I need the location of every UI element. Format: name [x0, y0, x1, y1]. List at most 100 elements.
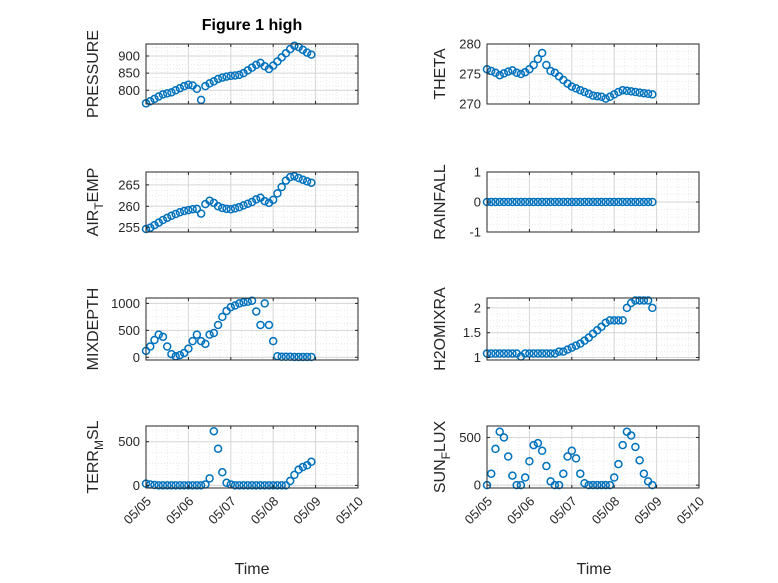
data-point — [588, 480, 598, 490]
data-point — [537, 197, 547, 207]
data-point — [648, 90, 657, 99]
data-point — [167, 481, 176, 490]
data-point — [643, 89, 653, 99]
data-point — [158, 90, 168, 99]
y-tick-label: 900 — [118, 49, 140, 64]
y-axis-label: PRESSURE — [85, 30, 102, 118]
data-point — [302, 177, 312, 186]
data-point — [230, 71, 240, 80]
data-point — [264, 481, 274, 490]
data-point — [525, 197, 534, 207]
y-tick-label: 1 — [474, 165, 481, 180]
data-point — [618, 440, 627, 450]
data-point — [486, 349, 496, 358]
subplot-4: -1 0 1 RAINFALL — [432, 164, 700, 240]
data-point — [294, 173, 303, 183]
data-point — [508, 471, 517, 480]
data-point — [537, 446, 547, 456]
y-tick-label: 500 — [118, 434, 140, 449]
data-point — [648, 480, 657, 490]
data-point — [533, 349, 543, 358]
data-point — [520, 349, 530, 358]
data-point — [205, 330, 214, 339]
data-point — [550, 349, 560, 358]
subplot-1: 800 850 900 PRESSURE — [85, 30, 359, 118]
data-point — [294, 465, 303, 474]
data-point — [508, 349, 517, 358]
data-point — [213, 320, 223, 330]
data-point — [626, 298, 636, 308]
data-point — [529, 197, 538, 207]
axes-box — [145, 297, 359, 361]
data-point — [559, 347, 568, 356]
data-point — [495, 70, 504, 80]
data-point — [597, 480, 606, 490]
data-point — [277, 481, 286, 490]
data-point — [171, 481, 180, 490]
y-axis-label: THETA — [432, 48, 449, 100]
data-point — [597, 92, 606, 102]
data-point — [499, 349, 509, 358]
data-point — [584, 197, 594, 207]
data-point — [268, 195, 278, 205]
data-point — [260, 481, 269, 490]
data-point — [230, 301, 240, 310]
y-tick-label: 800 — [118, 83, 140, 98]
data-point — [550, 197, 560, 207]
data-point — [512, 68, 521, 78]
data-point — [639, 469, 649, 478]
data-point — [550, 480, 560, 490]
x-tick-label: 05/05 — [462, 494, 496, 528]
data-point — [184, 205, 193, 215]
data-point — [614, 316, 623, 325]
y-tick-label: 1000 — [111, 296, 140, 311]
data-point — [205, 474, 214, 483]
data-point — [209, 426, 219, 436]
data-point — [222, 204, 231, 214]
x-tick-label: 05/10 — [333, 494, 367, 528]
data-point — [533, 54, 543, 64]
data-point — [239, 201, 248, 210]
data-point — [529, 349, 538, 358]
data-point — [290, 41, 299, 50]
data-point — [576, 85, 585, 95]
data-point — [235, 299, 244, 308]
data-point — [239, 298, 248, 307]
data-point — [167, 349, 176, 359]
data-point — [307, 178, 316, 187]
data-point — [605, 316, 615, 325]
data-point — [554, 347, 564, 356]
data-point — [175, 350, 185, 360]
data-point — [175, 481, 185, 490]
x-tick-label: 05/06 — [504, 494, 538, 528]
data-point — [592, 197, 602, 207]
data-point — [239, 481, 248, 490]
data-point — [639, 296, 649, 305]
data-point — [592, 91, 602, 101]
data-point — [512, 197, 521, 207]
data-point — [563, 452, 572, 461]
axes-box — [145, 171, 359, 233]
data-point — [162, 481, 172, 490]
data-point — [609, 473, 619, 482]
data-point — [503, 349, 513, 358]
data-point — [512, 480, 521, 490]
data-point — [567, 197, 577, 207]
data-point — [503, 452, 513, 461]
data-point — [584, 480, 594, 490]
data-point — [268, 336, 278, 346]
data-point — [179, 348, 189, 358]
data-point — [218, 312, 227, 322]
data-point — [520, 473, 530, 482]
data-point — [285, 172, 295, 182]
data-point — [298, 462, 308, 472]
data-point — [567, 446, 577, 456]
x-tick-label: 05/09 — [631, 494, 665, 528]
y-tick-label: 1 — [474, 350, 481, 365]
data-point — [230, 204, 240, 213]
data-point — [580, 197, 589, 207]
data-point — [495, 197, 504, 207]
data-point — [154, 330, 163, 339]
data-point — [546, 66, 555, 76]
data-point — [235, 481, 244, 490]
